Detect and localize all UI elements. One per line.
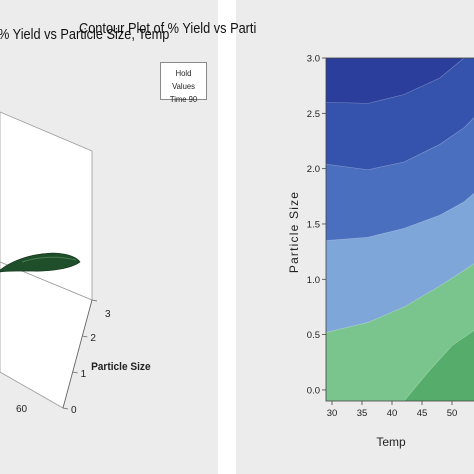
- hold-values-header: Hold Values: [172, 68, 195, 91]
- particle-size-tick-label: 1: [81, 369, 87, 380]
- contour-plot-panel: [236, 0, 474, 474]
- surface-plot-title: % Yield vs Particle Size, Temp: [0, 27, 170, 43]
- particle-size-tick-label: 0: [71, 405, 77, 416]
- surface-plot-svg: 0 1 2 3 Particle Size 60: [0, 111, 151, 416]
- contour-plot-title: Contour Plot of % Yield vs Parti: [79, 21, 257, 37]
- particle-size-tick-label: 2: [90, 333, 96, 344]
- particle-size-tick-mark: [91, 299, 98, 302]
- particle-size-tick-label: 3: [105, 309, 111, 320]
- particle-size-axis-label: Particle Size: [91, 361, 151, 373]
- particle-size-axis-line: [62, 299, 93, 409]
- particle-size-tick-mark: [82, 335, 88, 338]
- particle-size-tick-mark: [62, 407, 69, 410]
- particle-size-tick-mark: [72, 371, 78, 374]
- temp-tick-60: 60: [16, 404, 28, 415]
- particle-size-ticks: 0 1 2 3: [62, 299, 111, 416]
- panel-divider: [218, 0, 236, 474]
- surface-highlight: [21, 256, 77, 263]
- hold-values-box: Hold Values Time 90: [160, 62, 207, 104]
- hold-values-time: Time 90: [169, 94, 198, 104]
